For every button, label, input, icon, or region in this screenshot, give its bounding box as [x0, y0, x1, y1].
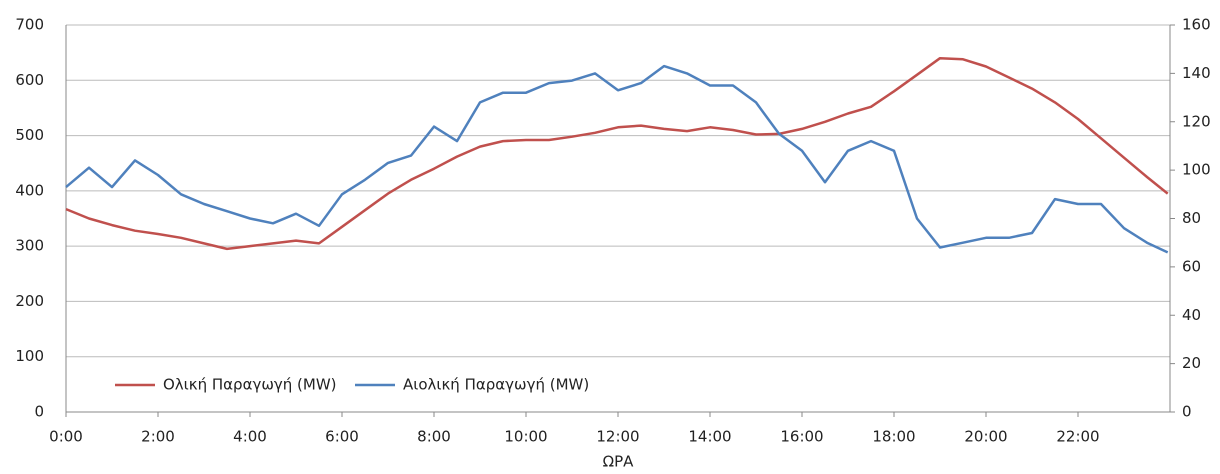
y-tick-label: 0 [34, 403, 44, 421]
x-tick-label: 20:00 [964, 428, 1007, 446]
legend-label: Αιολική Παραγωγή (MW) [403, 376, 589, 394]
x-tick-label: 12:00 [596, 428, 639, 446]
x-tick-label: 0:00 [49, 428, 83, 446]
y2-tick-label: 160 [1182, 16, 1211, 34]
x-tick-label: 2:00 [141, 428, 175, 446]
y-tick-label: 300 [15, 237, 44, 255]
y-tick-label: 600 [15, 71, 44, 89]
y-tick-label: 700 [15, 16, 44, 34]
x-tick-label: 18:00 [872, 428, 915, 446]
y2-tick-label: 120 [1182, 112, 1211, 130]
x-tick-label: 22:00 [1056, 428, 1099, 446]
y-tick-label: 100 [15, 347, 44, 365]
y2-tick-label: 140 [1182, 64, 1211, 82]
x-tick-label: 4:00 [233, 428, 267, 446]
y2-tick-label: 40 [1182, 306, 1201, 324]
x-tick-label: 8:00 [417, 428, 451, 446]
legend-label: Ολική Παραγωγή (MW) [163, 376, 337, 394]
x-tick-label: 6:00 [325, 428, 359, 446]
x-tick-label: 16:00 [780, 428, 823, 446]
y2-tick-label: 0 [1182, 403, 1192, 421]
series-line [65, 56, 1169, 251]
x-axis-label: ΩΡΑ [603, 453, 635, 471]
y2-tick-label: 80 [1182, 209, 1201, 227]
series-line [65, 64, 1169, 254]
y-tick-label: 200 [15, 292, 44, 310]
y2-tick-label: 60 [1182, 257, 1201, 275]
y2-tick-label: 20 [1182, 354, 1201, 372]
x-tick-label: 14:00 [688, 428, 731, 446]
y-tick-label: 500 [15, 126, 44, 144]
y2-tick-label: 100 [1182, 161, 1211, 179]
y-tick-label: 400 [15, 181, 44, 199]
x-tick-label: 10:00 [504, 428, 547, 446]
